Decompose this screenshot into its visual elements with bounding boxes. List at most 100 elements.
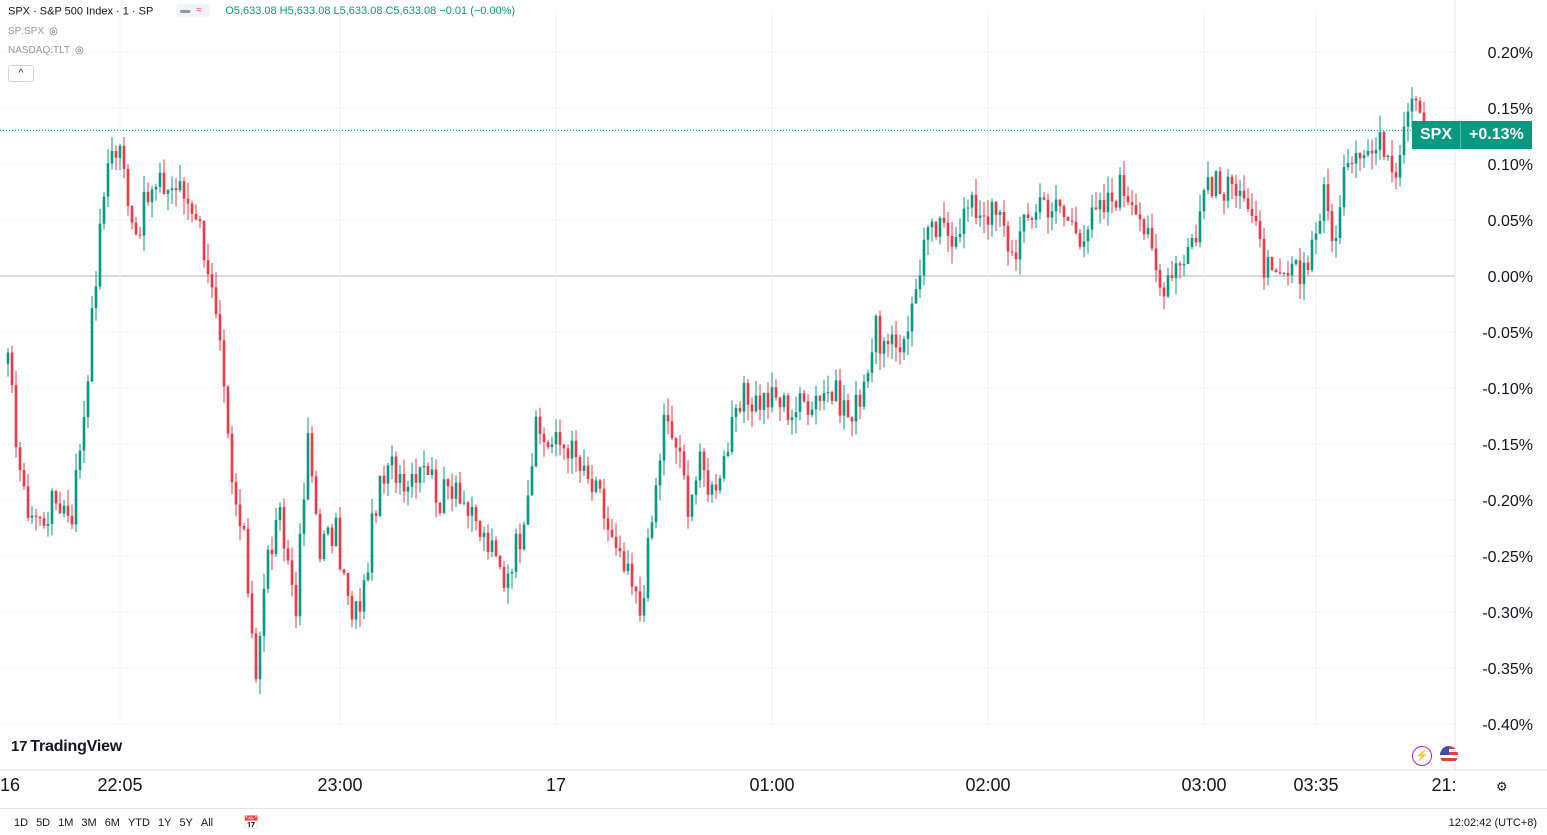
candle-body	[1234, 184, 1238, 196]
candle-body	[1138, 214, 1142, 220]
y-tick-label: 0.10%	[1488, 157, 1533, 174]
price-axis[interactable]: 0.20% 0.15% 0.10% 0.05% 0.00% -0.05% -0.10% -0.…	[1482, 45, 1533, 734]
candle-body	[754, 395, 758, 412]
lightning-icon[interactable]: ⚡	[1412, 746, 1432, 766]
series-nasdaq-tlt[interactable]: NASDAQ:TLT ◎	[8, 45, 84, 56]
candle-body	[1198, 211, 1202, 243]
candle-body	[814, 395, 818, 410]
candle-body	[918, 275, 922, 290]
tradingview-logo[interactable]: 17 TradingView	[11, 738, 122, 756]
range-5d-button[interactable]: 5D	[36, 817, 51, 829]
candle-body	[914, 289, 918, 304]
candle-body	[842, 400, 846, 416]
candles	[6, 87, 1426, 694]
candle-body	[1374, 149, 1378, 154]
candle-body	[1070, 220, 1074, 222]
candle-body	[302, 499, 306, 534]
candle-body	[1262, 238, 1266, 278]
candle-body	[1326, 184, 1330, 212]
candle-body	[78, 450, 82, 471]
candle-body	[510, 571, 514, 574]
candle-body	[770, 387, 774, 408]
candle-body	[390, 456, 394, 466]
candle-body	[1210, 177, 1214, 197]
calendar-icon[interactable]: 📅	[243, 815, 260, 830]
range-1d-button[interactable]: 1D	[14, 817, 29, 829]
candle-body	[498, 555, 502, 568]
candle-body	[1038, 197, 1042, 213]
candle-body	[514, 533, 518, 572]
y-tick-label: -0.30%	[1482, 605, 1533, 622]
candle-body	[998, 211, 1002, 215]
settings-icon[interactable]: ⚙	[1496, 779, 1508, 794]
clock-readout[interactable]: 12:02:42 (UTC+8)	[1448, 817, 1537, 829]
series-sp-spx[interactable]: SP:SPX ◎	[8, 26, 58, 37]
candle-body	[794, 412, 798, 418]
candle-body	[286, 548, 290, 561]
candle-body	[1358, 152, 1362, 159]
candle-body	[494, 540, 498, 556]
candle-body	[530, 466, 534, 496]
candle-body	[634, 586, 638, 592]
candle-body	[126, 168, 130, 206]
candle-body	[226, 386, 230, 434]
candle-body	[1142, 219, 1146, 235]
candle-body	[526, 495, 530, 525]
candle-body	[1030, 218, 1034, 220]
time-axis[interactable]: 16 22:05 23:00 17 01:00 02:00 03:00 03:35 21:	[0, 775, 1457, 795]
candle-body	[518, 533, 522, 550]
range-ytd-button[interactable]: YTD	[127, 817, 150, 829]
candle-body	[1290, 263, 1294, 276]
candle-body	[950, 235, 954, 247]
candle-body	[522, 524, 526, 550]
range-1y-button[interactable]: 1Y	[157, 817, 172, 829]
eye-hidden-icon[interactable]: ◎	[49, 26, 58, 37]
candle-body	[570, 440, 574, 459]
eye-hidden-icon[interactable]: ◎	[75, 45, 84, 56]
candle-body	[174, 188, 178, 191]
candle-body	[198, 219, 202, 221]
candle-body	[274, 519, 278, 555]
x-tick-label: 21:	[1431, 775, 1456, 795]
candle-body	[942, 217, 946, 223]
range-1m-button[interactable]: 1M	[58, 817, 74, 829]
candle-body	[62, 505, 66, 514]
candle-body	[742, 382, 746, 412]
candle-body	[738, 407, 742, 412]
candle-body	[822, 392, 826, 401]
candle-body	[1130, 202, 1134, 206]
candle-body	[462, 502, 466, 504]
y-tick-label: -0.35%	[1482, 661, 1533, 678]
legend-toggle-pill[interactable]: ▬ ≈	[176, 4, 211, 17]
candle-body	[1034, 212, 1038, 220]
candle-body	[1330, 211, 1334, 242]
candle-body	[1162, 287, 1166, 297]
range-3m-button[interactable]: 3M	[81, 817, 97, 829]
candle-body	[622, 551, 626, 572]
bottom-toolbar: 1D 5D 1M 3M 6M YTD 1Y 5Y All 📅 12:02:42 …	[0, 808, 1547, 835]
candle-body	[798, 393, 802, 413]
range-5y-button[interactable]: 5Y	[179, 817, 193, 829]
candle-body	[670, 421, 674, 439]
candle-body	[438, 502, 442, 513]
candle-body	[582, 465, 586, 471]
candle-body	[1342, 167, 1346, 208]
candle-body	[282, 507, 286, 549]
symbol-title[interactable]: SPX · S&P 500 Index · 1 · SP	[8, 5, 154, 18]
candle-body	[686, 475, 690, 517]
us-flag-icon[interactable]	[1440, 746, 1458, 764]
range-6m-button[interactable]: 6M	[104, 817, 120, 829]
candle-body	[1274, 269, 1278, 273]
candle-body	[870, 352, 874, 373]
candle-body	[1010, 251, 1014, 253]
candle-body	[874, 315, 878, 353]
collapse-legend-button[interactable]: ^	[8, 65, 34, 82]
range-all-button[interactable]: All	[200, 817, 214, 829]
candle-body	[6, 352, 10, 364]
candle-body	[82, 417, 86, 451]
candle-body	[86, 381, 90, 418]
y-tick-label: 0.05%	[1488, 213, 1533, 230]
candle-body	[26, 486, 30, 518]
candle-body	[430, 469, 434, 475]
